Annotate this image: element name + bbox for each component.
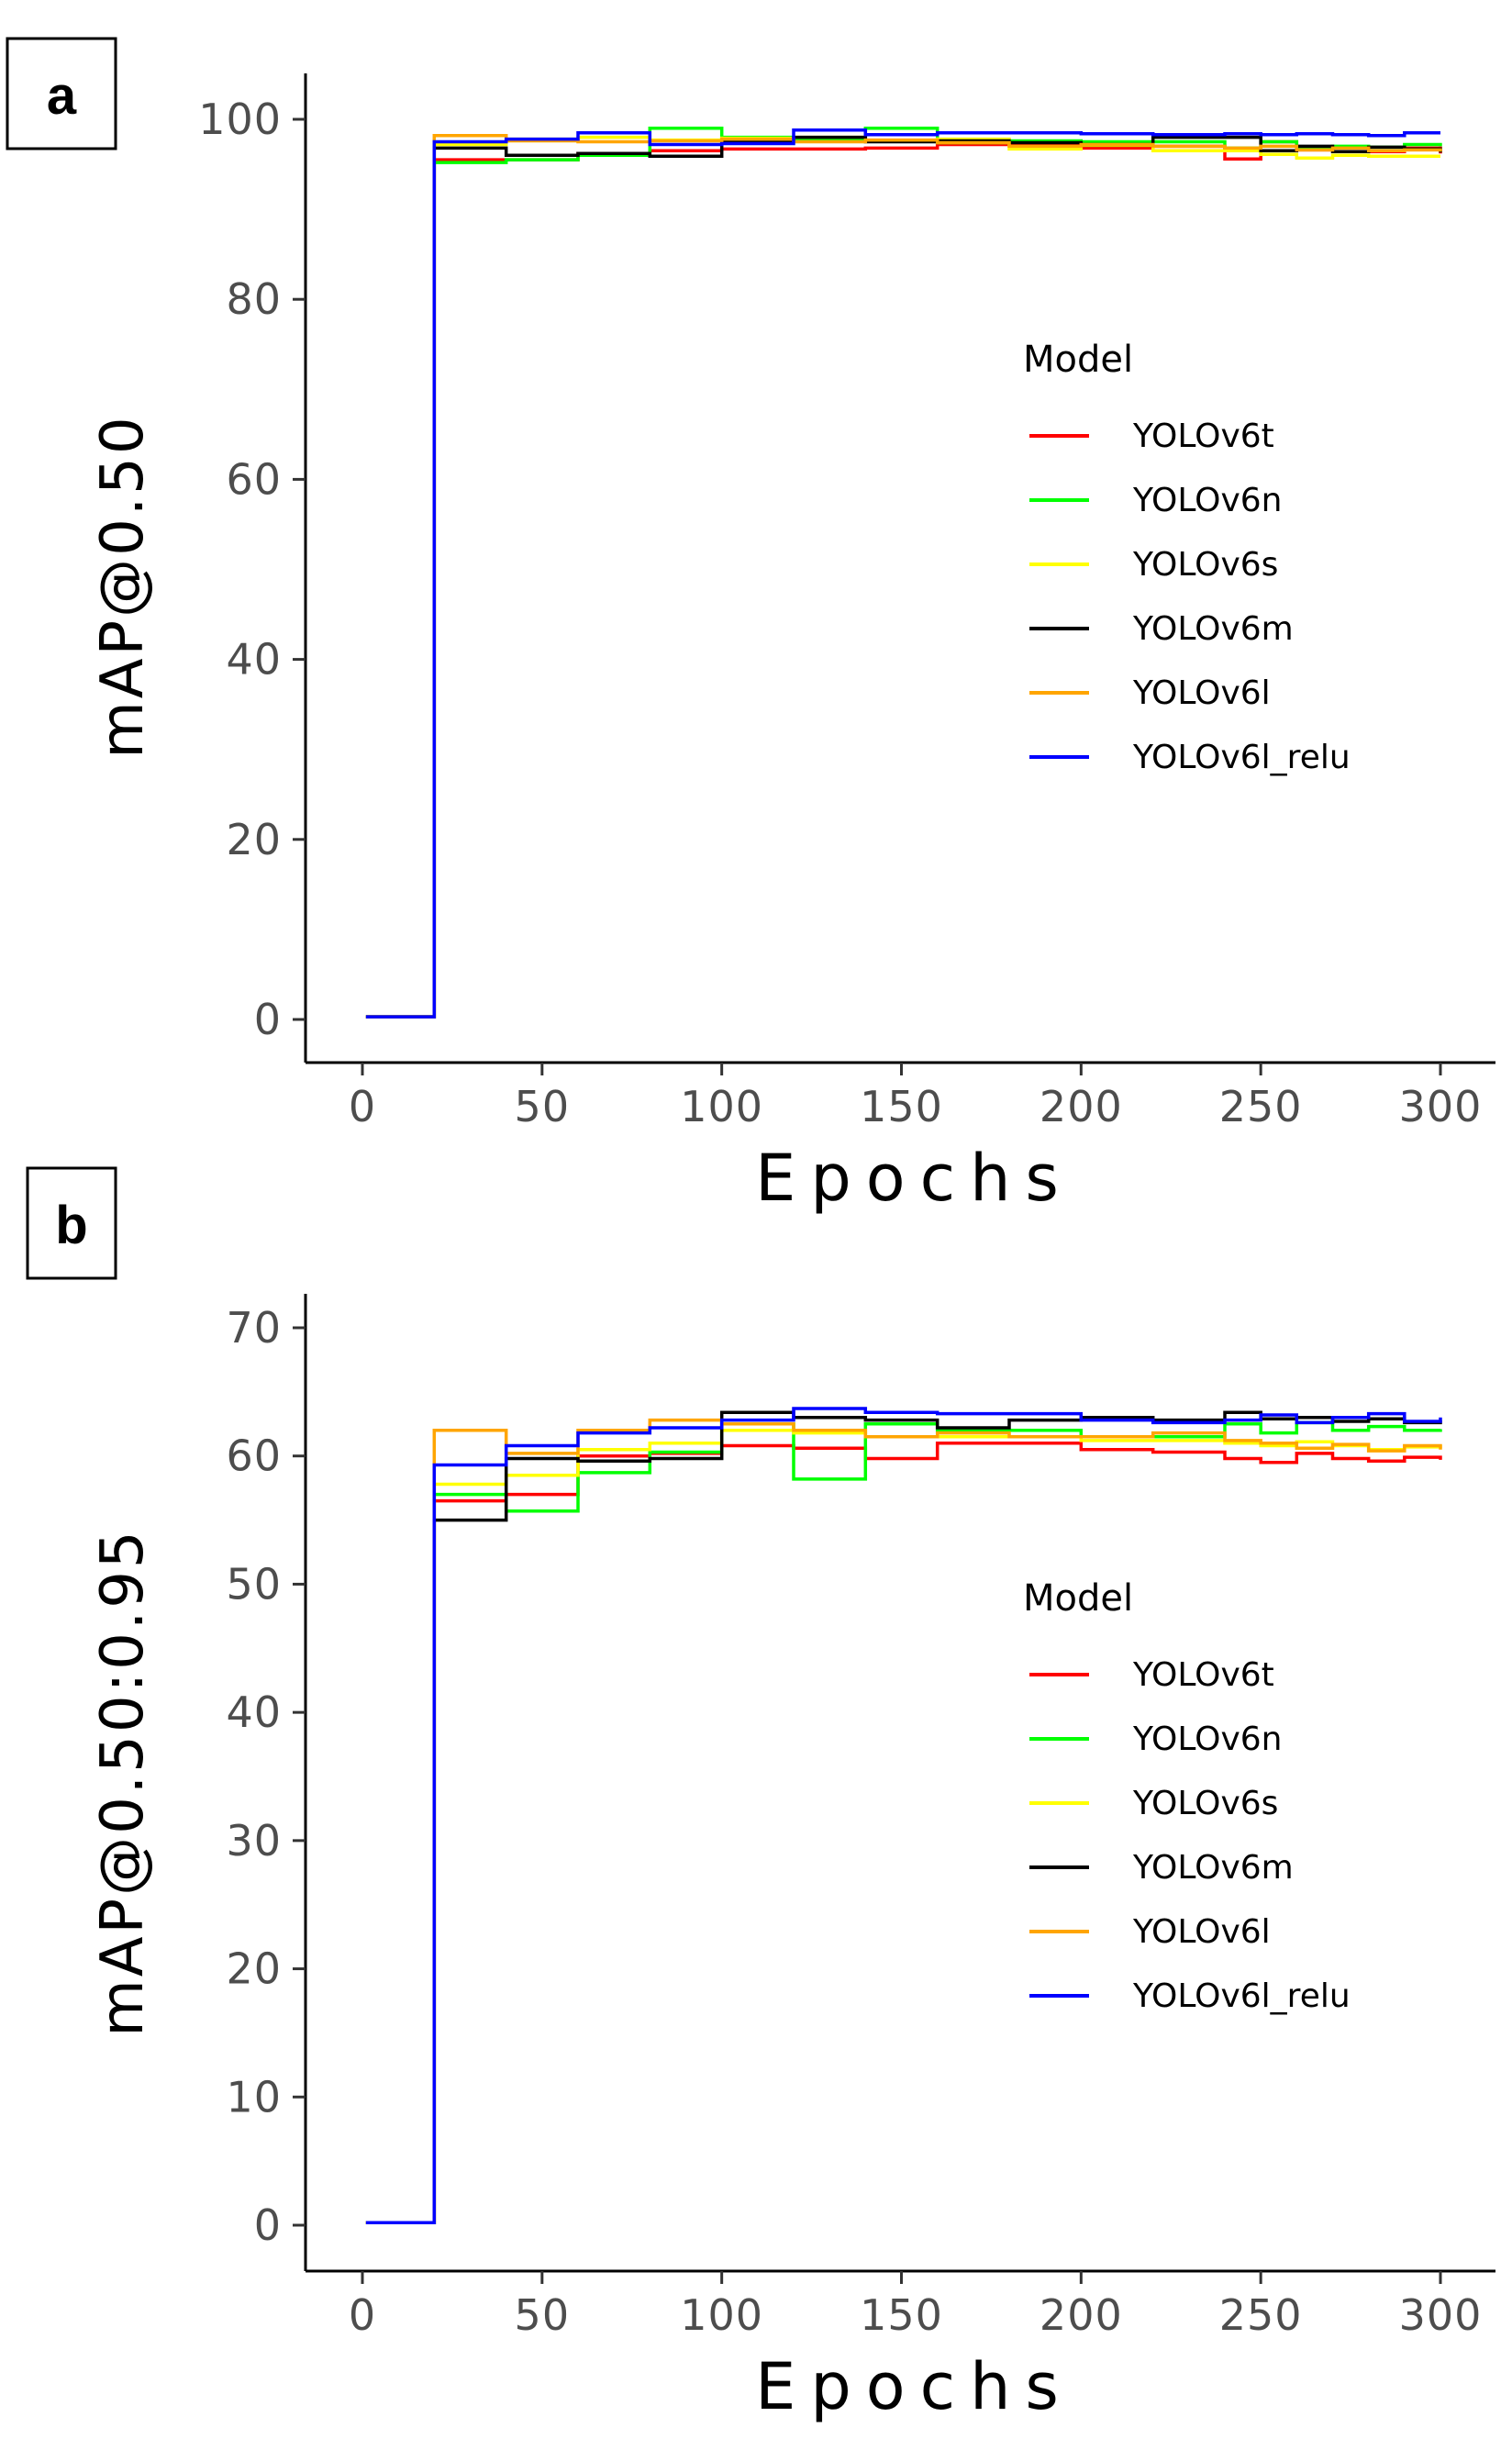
x-tick-label: 50	[515, 2290, 571, 2340]
panel-b: b 0 10 20 30 40 50 60 70 0 50 100 150 200 250 300 Epoch…	[26, 1166, 1495, 2424]
panel-b-label-box	[26, 1166, 117, 1280]
series-line-yolov6n	[365, 1420, 1442, 2224]
x-tick-label: 300	[1399, 1082, 1483, 1131]
series-line-yolov6m	[365, 1410, 1442, 2224]
legend-label: YOLOv6l	[1132, 1913, 1271, 1951]
x-tick-label: 200	[1040, 1082, 1123, 1131]
x-tick-label: 100	[680, 2290, 763, 2340]
legend-label: YOLOv6m	[1132, 610, 1294, 648]
legend-title: Model	[1023, 339, 1133, 381]
series-line-yolov6l-relu	[365, 1407, 1442, 2224]
series-line-yolov6l-relu	[365, 128, 1440, 1019]
y-tick-label: 60	[226, 1431, 282, 1481]
legend: Model YOLOv6t YOLOv6n YOLOv6s YOLOv6m YOLOv6l…	[1023, 1577, 1351, 2015]
y-tick-label: 100	[198, 95, 282, 144]
y-tick-label: 20	[226, 1944, 282, 1994]
x-tick-label: 200	[1040, 2290, 1123, 2340]
series-lines	[365, 1407, 1442, 2224]
legend-title: Model	[1023, 1577, 1133, 1620]
series-line-yolov6t	[365, 139, 1442, 1019]
legend-label: YOLOv6t	[1132, 418, 1274, 455]
x-tick-label: 0	[349, 1082, 376, 1131]
y-tick-label: 60	[226, 454, 282, 504]
y-tick-label: 50	[226, 1559, 282, 1609]
x-axis-title: Epochs	[755, 1141, 1073, 1216]
x-tick-label: 0	[349, 2290, 376, 2340]
legend-label: YOLOv6s	[1132, 1785, 1278, 1822]
legend-label: YOLOv6l	[1132, 674, 1271, 712]
panel-a-label-box	[6, 37, 117, 150]
y-tick-label: 40	[226, 1687, 282, 1737]
panel-b-label: b	[55, 1196, 87, 1255]
y-tick-label: 0	[254, 995, 282, 1044]
legend-label: YOLOv6m	[1132, 1849, 1294, 1887]
series-line-yolov6n	[365, 127, 1442, 1019]
y-axis-title: mAP@0.50:0.95	[89, 1528, 157, 2036]
x-tick-label: 150	[860, 2290, 943, 2340]
y-tick-label: 0	[254, 2200, 282, 2250]
legend-label: YOLOv6s	[1132, 546, 1278, 584]
y-tick-label: 40	[226, 635, 282, 685]
series-line-yolov6m	[365, 135, 1442, 1019]
chart-b-plot: 0 10 20 30 40 50 60 70 0 50 100 150 200 250 300 Epochs m…	[89, 1294, 1495, 2424]
series-line-yolov6s	[365, 135, 1440, 1019]
series-line-yolov6l	[365, 1418, 1442, 2224]
legend-label: YOLOv6t	[1132, 1656, 1274, 1694]
y-tick-label: 30	[226, 1816, 282, 1865]
y-tick-label: 70	[226, 1303, 282, 1353]
y-axis-title: mAP@0.50	[89, 414, 157, 758]
x-tick-label: 150	[860, 1082, 943, 1131]
x-tick-label: 250	[1219, 2290, 1303, 2340]
legend-label: YOLOv6n	[1132, 482, 1283, 519]
chart-a-plot: 0 20 40 60 80 100 0 50 100 150 200 250 300 Epochs mAP@…	[89, 73, 1495, 1216]
x-tick-label: 50	[515, 1082, 571, 1131]
x-tick-label: 250	[1219, 1082, 1303, 1131]
x-axis-title: Epochs	[755, 2349, 1073, 2424]
x-tick-label: 100	[680, 1082, 763, 1131]
series-lines	[365, 127, 1442, 1019]
y-tick-label: 80	[226, 274, 282, 324]
series-line-yolov6t	[365, 1441, 1442, 2224]
legend-label: YOLOv6l_relu	[1132, 1977, 1351, 2015]
series-line-yolov6s	[365, 1429, 1442, 2224]
panel-a: a 0 20 40 60 80 100 0 50 100 150 200 250 300 Epochs mA…	[6, 37, 1495, 1216]
y-tick-label: 20	[226, 815, 282, 864]
x-tick-label: 300	[1399, 2290, 1483, 2340]
legend-label: YOLOv6n	[1132, 1721, 1283, 1758]
series-line-yolov6l	[365, 133, 1442, 1019]
panel-a-label: a	[47, 66, 77, 126]
y-tick-label: 10	[226, 2072, 282, 2121]
legend-label: YOLOv6l_relu	[1132, 739, 1351, 776]
legend: Model YOLOv6t YOLOv6n YOLOv6s YOLOv6m YOLOv6l…	[1023, 339, 1351, 776]
